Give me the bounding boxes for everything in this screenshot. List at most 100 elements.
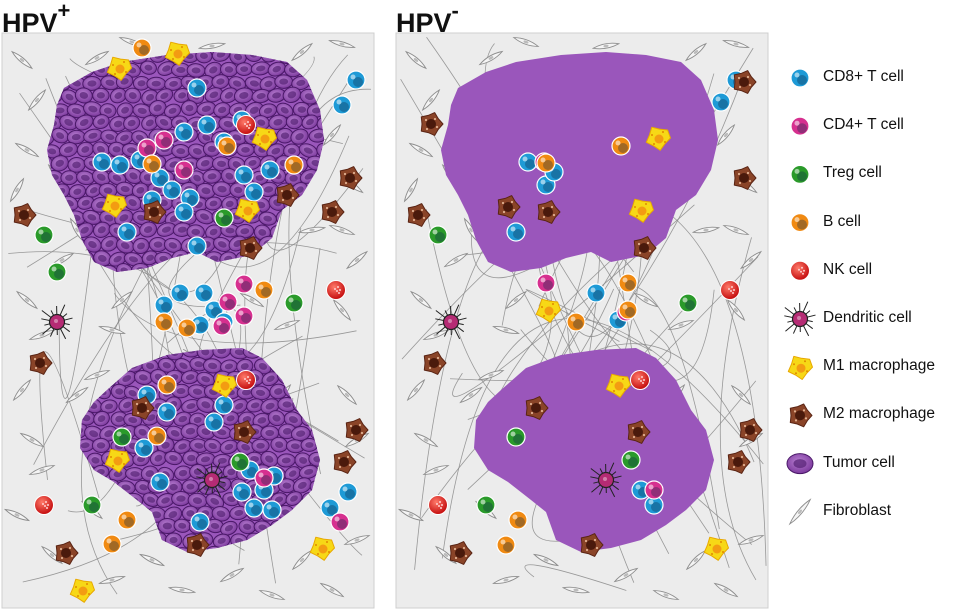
m2-macrophage-icon xyxy=(186,533,210,557)
m1-macrophage-icon xyxy=(535,298,561,323)
m1-macrophage-icon xyxy=(106,56,132,81)
cd8-t-cell-icon xyxy=(332,95,352,115)
fibroblast-icon xyxy=(443,252,469,268)
b-cell-icon xyxy=(217,136,237,156)
cd8-t-cell-icon xyxy=(187,78,207,98)
cd8-t-cell-icon xyxy=(234,165,254,185)
treg-cell-icon xyxy=(47,262,67,282)
cd4-t-cell-icon xyxy=(254,468,274,488)
fibroblast-icon xyxy=(422,465,450,475)
m1-macrophage-icon xyxy=(309,536,335,561)
cd4-t-cell-icon xyxy=(330,512,350,532)
b-cell-icon xyxy=(157,375,177,395)
m2-macrophage-icon xyxy=(131,396,155,420)
cd8-t-cell-icon xyxy=(154,295,174,315)
m2-macrophage-icon xyxy=(29,351,53,375)
legend-label-tumor-cell: Tumor cell xyxy=(823,453,895,471)
fibroblast-icon xyxy=(84,50,110,66)
fibroblast-icon xyxy=(409,290,433,310)
legend-label-cd8-t-cell: CD8+ T cell xyxy=(823,68,904,85)
b-cell-icon xyxy=(132,38,152,58)
b-cell-icon xyxy=(147,426,167,446)
cd8-t-cell-icon xyxy=(117,222,137,242)
fibroblast-icon xyxy=(197,42,227,50)
m1-macrophage-icon xyxy=(211,373,237,398)
cd8-t-cell-icon xyxy=(197,115,217,135)
b-cell-icon xyxy=(284,155,304,175)
treg-cell-icon xyxy=(284,293,304,313)
nk-cell-icon xyxy=(720,280,740,300)
m2-macrophage-icon xyxy=(420,112,444,136)
b-cell-icon xyxy=(154,312,174,332)
m1-macrophage-icon xyxy=(787,355,813,380)
m2-macrophage-icon xyxy=(239,236,263,260)
fibroblast-icon xyxy=(492,326,520,334)
m2-macrophage-icon xyxy=(143,200,167,224)
b-cell-icon xyxy=(177,318,197,338)
fibroblast-icon xyxy=(477,370,505,380)
cd8-t-cell-icon xyxy=(204,412,224,432)
fibroblast-icon xyxy=(28,330,56,340)
cd8-t-cell-icon xyxy=(174,202,194,222)
cd8-t-cell-icon xyxy=(244,498,264,518)
fibroblast-icon xyxy=(258,590,286,600)
treg-cell-icon xyxy=(506,427,526,447)
m2-macrophage-icon xyxy=(525,396,549,420)
m2-macrophage-icon xyxy=(13,203,37,227)
cd8-t-cell-icon xyxy=(187,236,207,256)
fibroblast-icon xyxy=(726,298,746,322)
cd8-t-cell-icon xyxy=(92,152,112,172)
legend-icons xyxy=(784,68,816,526)
fibroblast-icon xyxy=(343,535,371,545)
legend-label-m2-macrophage: M2 macrophage xyxy=(823,405,936,423)
cd8-t-cell-icon xyxy=(194,283,214,303)
fibroblast-icon xyxy=(328,225,356,235)
fibroblast-icon xyxy=(512,37,540,47)
b-cell-icon xyxy=(117,510,137,530)
m2-macrophage-icon xyxy=(449,541,473,565)
cd8-t-cell-icon xyxy=(134,438,154,458)
fibroblast-icon xyxy=(98,576,126,584)
cd8-t-cell-icon xyxy=(150,168,170,188)
cd4-t-cell-icon xyxy=(536,273,556,293)
m2-macrophage-icon xyxy=(497,195,521,219)
treg-cell-icon xyxy=(678,293,698,313)
m2-macrophage-icon xyxy=(733,70,757,94)
fibroblast-icon xyxy=(684,42,708,62)
cd8-t-cell-icon xyxy=(157,402,177,422)
treg-cell-icon xyxy=(34,225,54,245)
treg-cell-icon xyxy=(112,427,132,447)
fibroblast-icon xyxy=(28,465,56,475)
fibroblast-icon xyxy=(613,567,639,583)
cd8-t-cell-icon xyxy=(506,222,526,242)
m2-macrophage-icon xyxy=(321,200,345,224)
cd4-t-cell-icon xyxy=(137,138,157,158)
treg-cell-icon xyxy=(214,208,234,228)
fibroblast-icon xyxy=(722,225,750,235)
m1-macrophage-icon xyxy=(251,126,277,151)
m1-macrophage-icon xyxy=(605,373,631,398)
fibroblast-icon xyxy=(492,576,520,584)
m1-macrophage-icon xyxy=(69,578,95,603)
fibroblast-icon xyxy=(422,330,450,340)
m2-macrophage-icon xyxy=(333,450,357,474)
fibroblast-icon xyxy=(408,142,434,158)
m2-macrophage-icon xyxy=(407,203,431,227)
nk-cell-icon xyxy=(236,115,256,135)
m2-macrophage-icon xyxy=(233,420,257,444)
treg-cell-icon xyxy=(476,495,496,515)
fibroblast-icon xyxy=(273,320,301,330)
fibroblast-icon xyxy=(167,586,197,594)
m1-macrophage-icon xyxy=(101,193,127,218)
fibroblast-icon xyxy=(290,42,314,62)
fibroblast-icon xyxy=(459,386,483,404)
fibroblast-icon xyxy=(478,50,504,66)
b-cell-icon xyxy=(618,300,638,320)
b-cell-icon xyxy=(611,136,631,156)
fibroblast-icon xyxy=(319,582,345,598)
m2-macrophage-icon xyxy=(423,351,447,375)
m2-macrophage-icon xyxy=(789,403,813,428)
nk-cell-icon xyxy=(34,495,54,515)
cd8-t-cell-icon xyxy=(214,395,234,415)
b-cell-icon xyxy=(496,535,516,555)
